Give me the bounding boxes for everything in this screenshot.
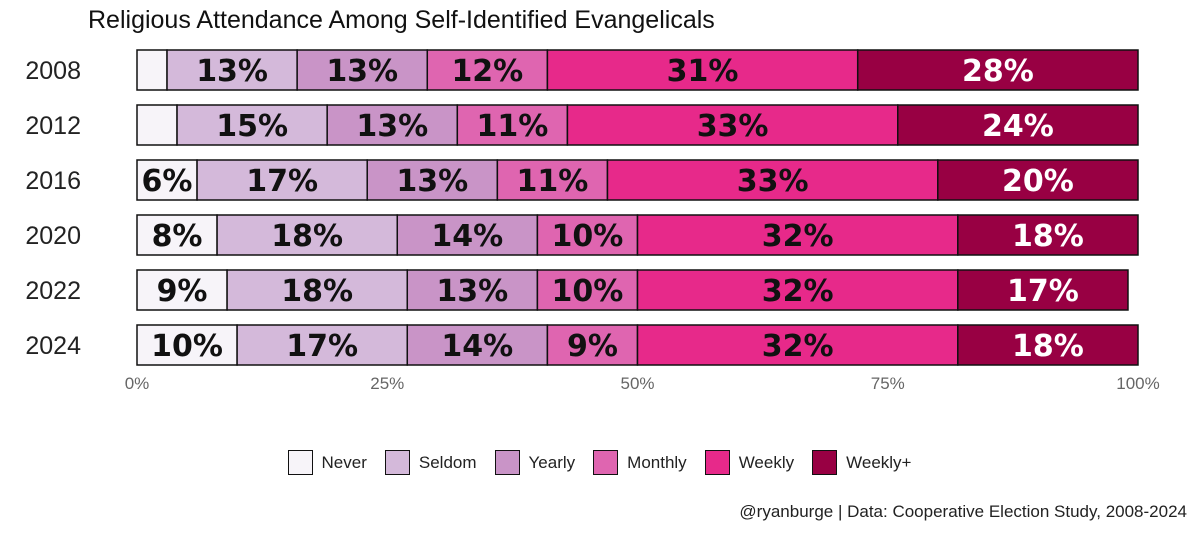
bar-segment: [606, 159, 939, 201]
legend-label: Yearly: [528, 452, 576, 472]
legend-swatch: [287, 450, 313, 475]
y-tick-label: 2022: [25, 277, 81, 305]
x-tick-label: 25%: [370, 374, 404, 393]
data-label: 18%: [1012, 329, 1084, 364]
chart-title: Religious Attendance Among Self-Identifi…: [88, 6, 715, 34]
bar-segment: [566, 104, 899, 146]
bar-segment: [957, 214, 1139, 256]
bar-segment: [136, 159, 198, 201]
data-label: 14%: [431, 219, 503, 254]
data-label: 11%: [476, 109, 548, 144]
bar-segment: [136, 49, 168, 91]
bar-segment: [546, 49, 859, 91]
bar-segment: [456, 104, 569, 146]
bar-segment: [296, 49, 429, 91]
bar-segment: [937, 159, 1139, 201]
data-label: 9%: [567, 329, 618, 364]
data-label: 13%: [396, 164, 468, 199]
bar-segment: [957, 324, 1139, 366]
bar-segment: [406, 324, 549, 366]
y-tick-label: 2012: [25, 112, 81, 140]
data-label: 24%: [982, 109, 1054, 144]
bar-segment: [957, 269, 1129, 311]
data-label: 32%: [762, 329, 834, 364]
legend-swatch: [812, 450, 838, 475]
y-tick-label: 2016: [25, 167, 81, 195]
legend-label: Weekly: [738, 452, 795, 472]
bar-segment: [366, 159, 499, 201]
legend-item: Yearly: [494, 450, 576, 475]
legend-swatch: [384, 450, 410, 475]
data-label: 17%: [286, 329, 358, 364]
bar-segment: [496, 159, 609, 201]
data-label: 9%: [157, 274, 208, 309]
data-label: 13%: [196, 54, 268, 89]
data-label: 10%: [552, 219, 624, 254]
bar-segment: [636, 324, 959, 366]
data-label: 18%: [1012, 219, 1084, 254]
bar-segment: [196, 159, 368, 201]
legend-label: Monthly: [627, 452, 687, 472]
legend-label: Never: [321, 452, 367, 472]
data-label: 32%: [762, 219, 834, 254]
data-label: 12%: [451, 54, 523, 89]
data-label: 32%: [762, 274, 834, 309]
bar-segment: [396, 214, 539, 256]
data-label: 8%: [152, 219, 203, 254]
y-tick-label: 2024: [25, 332, 81, 360]
bar-segment: [406, 269, 539, 311]
bar-segment: [216, 214, 399, 256]
stacked-bar-chart: 2008 13% 13% 12% 31% 28%2012 15% 13% 11% 33% 24%20…: [25, 49, 1160, 393]
y-tick-label: 2020: [25, 222, 81, 250]
bar-segment: [226, 269, 409, 311]
legend-label: Seldom: [418, 452, 477, 472]
bar-segment: [236, 324, 409, 366]
legend-item: Weekly: [704, 450, 795, 475]
data-label: 33%: [697, 109, 769, 144]
legend-swatch: [494, 450, 520, 475]
data-label: 6%: [142, 164, 193, 199]
x-tick-label: 0%: [125, 374, 150, 393]
legend-swatch: [704, 450, 730, 475]
bar-segment: [856, 49, 1139, 91]
data-label: 15%: [216, 109, 288, 144]
data-label: 10%: [151, 329, 223, 364]
data-label: 20%: [1002, 164, 1074, 199]
bar-segment: [136, 104, 178, 146]
data-label: 10%: [552, 274, 624, 309]
bar-segment: [136, 324, 238, 366]
data-label: 28%: [962, 54, 1034, 89]
bar-segment: [426, 49, 549, 91]
data-label: 13%: [356, 109, 428, 144]
legend-item: Monthly: [593, 450, 687, 475]
legend-swatch: [593, 450, 619, 475]
bar-segment: [636, 214, 959, 256]
bar-segment: [136, 269, 228, 311]
data-label: 33%: [737, 164, 809, 199]
data-label: 31%: [667, 54, 739, 89]
bar-segment: [176, 104, 328, 146]
legend-label: Weekly+: [846, 452, 912, 472]
x-tick-label: 75%: [871, 374, 905, 393]
legend-item: Weekly+: [812, 450, 911, 475]
legend-item: Seldom: [384, 450, 477, 475]
bar-segment: [136, 214, 218, 256]
data-label: 13%: [326, 54, 398, 89]
legend: Never Seldom Yearly Monthly Weekly Weekly+: [0, 450, 1199, 475]
y-tick-label: 2008: [25, 57, 81, 85]
data-label: 18%: [281, 274, 353, 309]
data-label: 14%: [441, 329, 513, 364]
data-label: 13%: [436, 274, 508, 309]
data-label: 17%: [246, 164, 318, 199]
bar-segment: [897, 104, 1139, 146]
legend-item: Never: [287, 450, 367, 475]
data-label: 17%: [1007, 274, 1079, 309]
data-label: 11%: [517, 164, 589, 199]
bar-segment: [536, 269, 639, 311]
data-label: 18%: [271, 219, 343, 254]
bar-segment: [166, 49, 298, 91]
source-caption: @ryanburge | Data: Cooperative Election …: [739, 502, 1187, 521]
x-tick-label: 100%: [1116, 374, 1159, 393]
x-tick-label: 50%: [620, 374, 654, 393]
